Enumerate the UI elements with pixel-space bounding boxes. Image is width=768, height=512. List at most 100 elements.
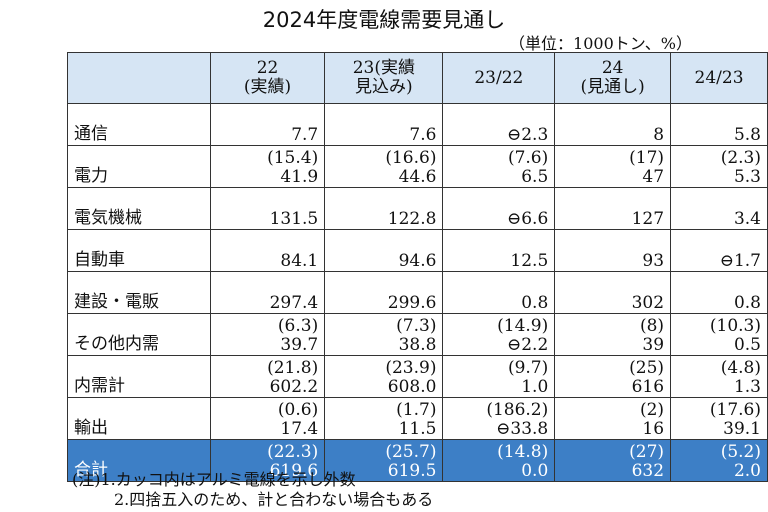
title: 2024年度電線需要見通し	[262, 8, 506, 32]
cell: 94.6	[324, 229, 444, 272]
aluminum-value: (21.8)	[267, 358, 319, 378]
cell: ⊖1.7	[670, 229, 768, 272]
cell: (25.7) 619.5	[324, 439, 444, 482]
value: 93	[642, 251, 665, 271]
value: 41.9	[280, 167, 319, 187]
value: ⊖6.6	[506, 209, 549, 229]
cell: (21.8) 602.2	[209, 355, 326, 398]
cell: (6.3) 39.7	[209, 313, 326, 356]
cell: (17) 47	[554, 145, 672, 188]
value: 38.8	[398, 335, 437, 355]
value: 0.0	[521, 461, 549, 481]
cell: (1.7) 11.5	[324, 397, 444, 440]
aluminum-value: (17.6)	[709, 400, 761, 420]
notes: (注)1.カッコ内はアルミ電線を示し外数 2.四捨五入のため、計と合わない場合も…	[72, 470, 433, 510]
cell: (16.6) 44.6	[324, 145, 444, 188]
cell: 0.8	[670, 271, 768, 314]
table-row: 電気機械 131.5 122.8 ⊖6.6 127 3.4	[67, 187, 768, 230]
header-cell: 24 (見通し)	[554, 52, 672, 104]
value: ⊖1.7	[719, 251, 761, 271]
cell: (9.7) 1.0	[442, 355, 556, 398]
value: 5.8	[733, 125, 761, 145]
cell: 84.1	[209, 229, 326, 272]
cell: 127	[554, 187, 672, 230]
cell: (15.4) 41.9	[209, 145, 326, 188]
table-row: 通信 7.7 7.6 ⊖2.3 8 5.8	[67, 103, 768, 146]
aluminum-value: (186.2)	[486, 400, 549, 420]
value: 39	[642, 335, 665, 355]
cell: (27) 632	[554, 439, 672, 482]
value: 11.5	[398, 419, 437, 439]
row-label: 自動車	[67, 229, 211, 272]
cell: (14.8) 0.0	[442, 439, 556, 482]
header-cell: 22 (実績)	[209, 52, 326, 104]
value: 299.6	[387, 293, 437, 313]
value: 94.6	[398, 251, 437, 271]
row-label: 電力	[67, 145, 211, 188]
cell: ⊖2.3	[442, 103, 556, 146]
value: 0.8	[521, 293, 549, 313]
cell: 297.4	[209, 271, 326, 314]
aluminum-value: (0.6)	[277, 400, 319, 420]
cell: 5.8	[670, 103, 768, 146]
cell: 7.7	[209, 103, 326, 146]
cell: (10.3) 0.5	[670, 313, 768, 356]
aluminum-value: (22.3)	[267, 442, 319, 462]
value: 1.0	[521, 377, 549, 397]
aluminum-value: (6.3)	[277, 316, 319, 336]
header-cell: 24/23	[670, 52, 768, 104]
value: ⊖2.3	[506, 125, 549, 145]
value: 0.5	[733, 335, 761, 355]
value: 608.0	[387, 377, 437, 397]
value: 6.5	[521, 167, 549, 187]
aluminum-value: (2)	[639, 400, 665, 420]
value: 7.7	[291, 125, 319, 145]
note: 2.四捨五入のため、計と合わない場合もある	[114, 490, 434, 509]
table-row: 自動車 84.1 94.6 12.5 93 ⊖1.7	[67, 229, 768, 272]
aluminum-value: (1.7)	[396, 400, 437, 420]
value: 39.1	[723, 419, 761, 439]
cell: (2.3) 5.3	[670, 145, 768, 188]
value: 616	[631, 377, 665, 397]
aluminum-value: (14.8)	[497, 442, 549, 462]
cell: 131.5	[209, 187, 326, 230]
table-row: 内需計 (21.8) 602.2 (23.9) 608.0 (9.7) 1.0 (25) 616…	[67, 355, 768, 398]
value: 632	[631, 461, 665, 481]
value: 5.3	[733, 167, 761, 187]
cell: 93	[554, 229, 672, 272]
value: 7.6	[409, 125, 437, 145]
aluminum-value: (7.3)	[396, 316, 437, 336]
table-row: その他内需 (6.3) 39.7 (7.3) 38.8 (14.9) ⊖2.2 (8) 39 (1…	[67, 313, 768, 356]
aluminum-value: (25.7)	[385, 442, 437, 462]
cell: (5.2) 2.0	[670, 439, 768, 482]
value: 17.4	[280, 419, 319, 439]
value: 12.5	[510, 251, 549, 271]
value: 47	[642, 167, 665, 187]
value: 131.5	[269, 209, 319, 229]
value: 619.6	[269, 461, 319, 481]
value: 122.8	[387, 209, 437, 229]
cell: (8) 39	[554, 313, 672, 356]
aluminum-value: (4.8)	[720, 358, 761, 378]
value: 2.0	[733, 461, 761, 481]
table-row: 合計 (22.3) 619.6 (25.7) 619.5 (14.8) 0.0 (27) 632…	[67, 439, 768, 482]
cell: (25) 616	[554, 355, 672, 398]
aluminum-value: (16.6)	[385, 148, 437, 168]
row-label: 輸出	[67, 397, 211, 440]
value: ⊖33.8	[496, 419, 549, 439]
value: 619.5	[387, 461, 437, 481]
cell: (23.9) 608.0	[324, 355, 444, 398]
data-table: 22 (実績) 23(実績 見込み) 23/22 24 (見通し) 24/23 通信 7.7…	[67, 52, 768, 482]
value: 39.7	[280, 335, 319, 355]
cell: (4.8) 1.3	[670, 355, 768, 398]
row-label: 通信	[67, 103, 211, 146]
value: 297.4	[269, 293, 319, 313]
aluminum-value: (9.7)	[507, 358, 549, 378]
cell: 122.8	[324, 187, 444, 230]
aluminum-value: (8)	[639, 316, 665, 336]
aluminum-value: (5.2)	[720, 442, 761, 462]
value: 16	[642, 419, 665, 439]
cell: ⊖6.6	[442, 187, 556, 230]
aluminum-value: (14.9)	[497, 316, 549, 336]
